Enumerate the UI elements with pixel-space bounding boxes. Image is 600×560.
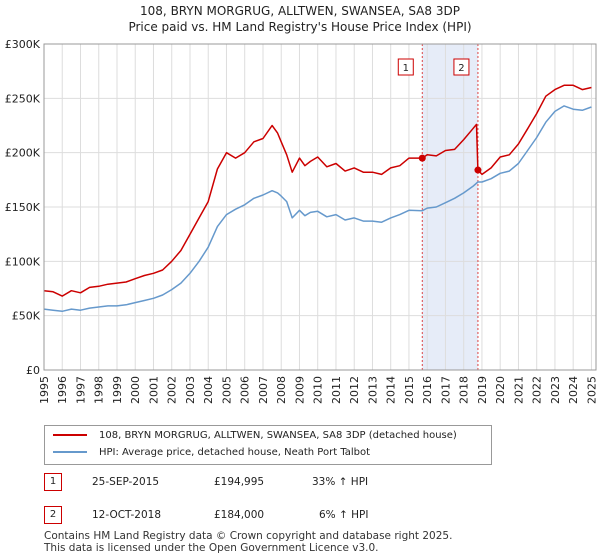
x-tick-label: 2018 bbox=[458, 376, 471, 404]
x-tick-label: 2014 bbox=[385, 376, 398, 404]
x-tick-label: 2019 bbox=[476, 376, 489, 404]
x-tick-label: 2002 bbox=[166, 376, 179, 404]
legend-item-hpi: HPI: Average price, detached house, Neat… bbox=[53, 445, 370, 461]
x-tick-label: 2020 bbox=[494, 376, 507, 404]
x-tick-label: 1996 bbox=[56, 376, 69, 404]
x-tick-label: 2008 bbox=[275, 376, 288, 404]
y-tick-label: £50K bbox=[12, 310, 41, 323]
transaction-number-badge: 1 bbox=[44, 473, 62, 491]
y-tick-label: £200K bbox=[5, 147, 41, 160]
x-tick-label: 2011 bbox=[330, 376, 343, 404]
property-price-line bbox=[43, 84, 592, 297]
y-tick-label: £100K bbox=[5, 255, 41, 268]
x-tick-label: 2010 bbox=[312, 376, 325, 404]
transaction-price: £184,000 bbox=[214, 509, 265, 521]
x-tick-label: 2001 bbox=[147, 376, 160, 404]
footer-licence: This data is licensed under the Open Gov… bbox=[44, 542, 379, 554]
x-tick-label: 2012 bbox=[348, 376, 361, 404]
x-tick-label: 2024 bbox=[567, 376, 580, 404]
sale-label: 1 bbox=[403, 63, 409, 74]
y-tick-label: £0 bbox=[26, 364, 40, 377]
transaction-row: 2 12-OCT-2018 £184,000 6% ↑ HPI bbox=[44, 506, 564, 526]
sale-label-box bbox=[397, 58, 414, 76]
transaction-number-badge: 2 bbox=[44, 506, 62, 524]
legend-label-hpi: HPI: Average price, detached house, Neat… bbox=[99, 447, 371, 458]
hpi-line bbox=[43, 105, 592, 313]
x-tick-label: 2015 bbox=[403, 376, 416, 404]
x-tick-label: 2007 bbox=[257, 376, 270, 404]
y-tick-label: £300K bbox=[5, 38, 41, 51]
x-tick-label: 2021 bbox=[512, 376, 525, 404]
x-tick-label: 2003 bbox=[184, 376, 197, 404]
chart-title: 108, BRYN MORGRUG, ALLTWEN, SWANSEA, SA8… bbox=[140, 4, 460, 18]
plot-frame bbox=[43, 43, 597, 371]
y-tick-label: £250K bbox=[5, 92, 41, 105]
x-tick-label: 2025 bbox=[585, 376, 598, 404]
x-tick-label: 2004 bbox=[202, 376, 215, 404]
x-tick-label: 1995 bbox=[38, 376, 51, 404]
x-tick-label: 2017 bbox=[439, 376, 452, 404]
transaction-hpi-change: 6% ↑ HPI bbox=[319, 509, 369, 521]
transaction-price: £194,995 bbox=[214, 476, 265, 488]
x-tick-label: 1999 bbox=[111, 376, 124, 404]
x-tick-label: 1998 bbox=[93, 376, 106, 404]
x-tick-label: 2023 bbox=[549, 376, 562, 404]
chart-subtitle: Price paid vs. HM Land Registry's House … bbox=[128, 20, 472, 34]
x-tick-label: 2005 bbox=[220, 376, 233, 404]
legend-swatch-property bbox=[53, 434, 87, 436]
transaction-hpi-change: 33% ↑ HPI bbox=[312, 476, 369, 488]
footer: Contains HM Land Registry data © Crown c… bbox=[44, 530, 452, 554]
x-tick-label: 1997 bbox=[74, 376, 87, 404]
x-tick-label: 2016 bbox=[421, 376, 434, 404]
legend-label-property: 108, BRYN MORGRUG, ALLTWEN, SWANSEA, SA8… bbox=[99, 430, 457, 441]
transaction-date: 25-SEP-2015 bbox=[92, 476, 160, 488]
transaction-row: 1 25-SEP-2015 £194,995 33% ↑ HPI bbox=[44, 473, 564, 493]
x-tick-label: 2013 bbox=[366, 376, 379, 404]
x-tick-label: 2006 bbox=[239, 376, 252, 404]
legend-swatch-hpi bbox=[53, 451, 87, 453]
price-chart: £0 £50K £100K £150K £200K £250K £300K 1995 1996 1… bbox=[5, 38, 599, 404]
legend: 108, BRYN MORGRUG, ALLTWEN, SWANSEA, SA8… bbox=[44, 425, 492, 465]
legend-item-property: 108, BRYN MORGRUG, ALLTWEN, SWANSEA, SA8… bbox=[53, 428, 457, 444]
sale-point bbox=[418, 154, 426, 162]
y-tick-label: £150K bbox=[5, 201, 41, 214]
sale-point bbox=[474, 166, 482, 174]
x-tick-label: 2009 bbox=[293, 376, 306, 404]
x-tick-label: 2000 bbox=[129, 376, 142, 404]
footer-copyright: Contains HM Land Registry data © Crown c… bbox=[44, 530, 453, 542]
sale-label: 2 bbox=[458, 63, 464, 74]
sale-label-box bbox=[453, 58, 470, 76]
x-tick-label: 2022 bbox=[531, 376, 544, 404]
transaction-date: 12-OCT-2018 bbox=[92, 509, 161, 521]
